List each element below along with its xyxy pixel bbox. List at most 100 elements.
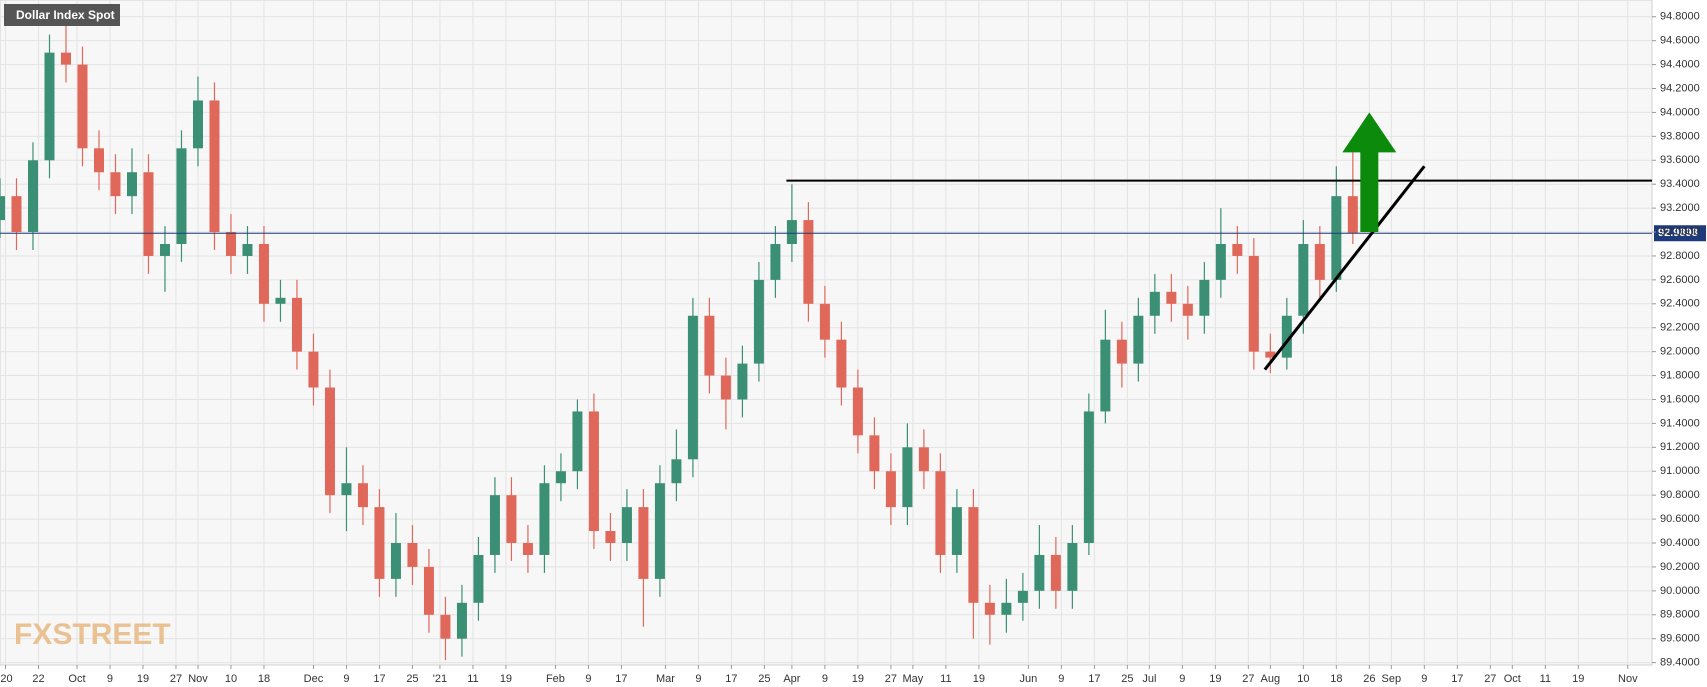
x-tick-label: 9 xyxy=(695,673,701,685)
x-tick-label: Apr xyxy=(783,673,800,685)
last-price-label: 92.9898 xyxy=(1658,227,1698,239)
candle-body xyxy=(1347,196,1358,234)
candle-body xyxy=(951,507,962,555)
candle-body xyxy=(1199,279,1210,316)
candle-body xyxy=(390,543,401,579)
y-tick-label: 94.6000 xyxy=(1660,35,1700,47)
x-tick-label: 17 xyxy=(1451,673,1463,685)
y-tick-label: 89.4000 xyxy=(1660,657,1700,669)
candle-body xyxy=(1050,554,1061,591)
candle-body xyxy=(357,483,368,508)
x-tick-label: 18 xyxy=(258,673,270,685)
y-tick-label: 91.4000 xyxy=(1660,417,1700,429)
x-tick-label: 22 xyxy=(32,673,44,685)
x-tick-label: Sep xyxy=(1382,673,1402,685)
x-tick-label: Jul xyxy=(1142,673,1156,685)
candle-body xyxy=(786,220,797,244)
x-tick-label: 9 xyxy=(1421,673,1427,685)
x-tick-label: 11 xyxy=(1540,673,1551,685)
candle-body xyxy=(687,315,698,460)
x-tick-label: 17 xyxy=(725,673,737,685)
y-tick-label: 90.0000 xyxy=(1660,585,1700,597)
y-tick-label: 92.8000 xyxy=(1660,250,1700,262)
candle-body xyxy=(1232,243,1243,256)
candle-body xyxy=(836,339,847,388)
candle-body xyxy=(1034,554,1045,591)
candle-body xyxy=(605,531,616,544)
candle-body xyxy=(885,471,896,508)
y-tick-label: 93.6000 xyxy=(1660,154,1700,166)
x-tick-label: 9 xyxy=(1058,673,1064,685)
x-tick-label: Nov xyxy=(188,673,208,685)
watermark: FXSTREET xyxy=(14,618,171,651)
x-tick-label: 19 xyxy=(137,673,149,685)
candle-body xyxy=(209,100,220,233)
candle-body xyxy=(1166,291,1177,304)
candle-body xyxy=(902,447,913,508)
candle-body xyxy=(1331,196,1342,280)
x-tick-label: 9 xyxy=(1179,673,1185,685)
trend-arrow xyxy=(1342,112,1397,233)
candle-body xyxy=(737,363,748,400)
x-tick-label: 18 xyxy=(1330,673,1342,685)
y-tick-label: 91.6000 xyxy=(1660,393,1700,405)
candle-body xyxy=(473,554,484,603)
candle-body xyxy=(77,64,88,149)
candle-body xyxy=(1133,315,1144,364)
y-tick-label: 93.4000 xyxy=(1660,178,1700,190)
y-tick-label: 93.2000 xyxy=(1660,202,1700,214)
y-tick-label: 91.2000 xyxy=(1660,441,1700,453)
y-tick-label: 94.2000 xyxy=(1660,82,1700,94)
candle-body xyxy=(423,566,434,615)
title-box xyxy=(4,4,120,26)
candle-body xyxy=(1083,411,1094,544)
candle-body xyxy=(176,148,187,244)
candle-body xyxy=(968,507,979,603)
candle-body xyxy=(1017,590,1028,603)
candle-body xyxy=(489,495,500,555)
candle-body xyxy=(506,495,517,544)
x-tick-label: Dec xyxy=(304,673,324,685)
x-tick-label: 19 xyxy=(973,673,985,685)
x-tick-label: Feb xyxy=(546,673,565,685)
x-tick-label: 19 xyxy=(1209,673,1221,685)
candle-body xyxy=(654,483,665,579)
candle-body xyxy=(704,315,715,376)
candle-body xyxy=(93,148,104,173)
candle-body xyxy=(126,172,137,197)
candle-body xyxy=(720,375,731,400)
candle-body xyxy=(1116,339,1127,364)
x-tick-label: 19 xyxy=(500,673,512,685)
x-tick-label: 27 xyxy=(170,673,182,685)
x-tick-label: 25 xyxy=(758,673,770,685)
candle-body xyxy=(0,196,5,221)
candle-body xyxy=(308,351,319,388)
candle-body xyxy=(803,220,814,304)
candle-body xyxy=(27,160,38,233)
candle-body xyxy=(242,243,253,256)
candle-body xyxy=(1265,351,1276,358)
candle-body xyxy=(1281,315,1292,358)
candle-body xyxy=(374,507,385,579)
last-price-tag xyxy=(1654,225,1706,242)
y-tick-label: 93.0000 xyxy=(1660,226,1700,238)
x-tick-label: Jun xyxy=(1020,673,1038,685)
candle-body xyxy=(1067,543,1078,591)
candle-body xyxy=(324,387,335,496)
x-tick-label: 17 xyxy=(615,673,627,685)
y-tick-label: 89.8000 xyxy=(1660,609,1700,621)
x-tick-label: 17 xyxy=(373,673,385,685)
candle-body xyxy=(1149,291,1160,316)
candle-body xyxy=(456,602,467,639)
y-tick-label: 92.6000 xyxy=(1660,274,1700,286)
candle-body xyxy=(621,507,632,544)
y-tick-label: 89.6000 xyxy=(1660,633,1700,645)
y-tick-label: 93.8000 xyxy=(1660,130,1700,142)
y-tick-label: 90.2000 xyxy=(1660,561,1700,573)
x-tick-label: 27 xyxy=(885,673,897,685)
candle-body xyxy=(143,172,154,256)
candle-body xyxy=(588,411,599,532)
x-tick-label: 11 xyxy=(467,673,478,685)
trend-line xyxy=(1263,165,1426,371)
